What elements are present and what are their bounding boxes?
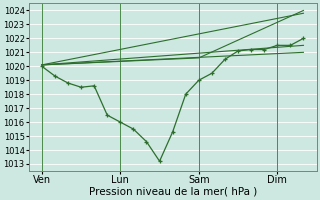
X-axis label: Pression niveau de la mer( hPa ): Pression niveau de la mer( hPa )	[89, 187, 257, 197]
